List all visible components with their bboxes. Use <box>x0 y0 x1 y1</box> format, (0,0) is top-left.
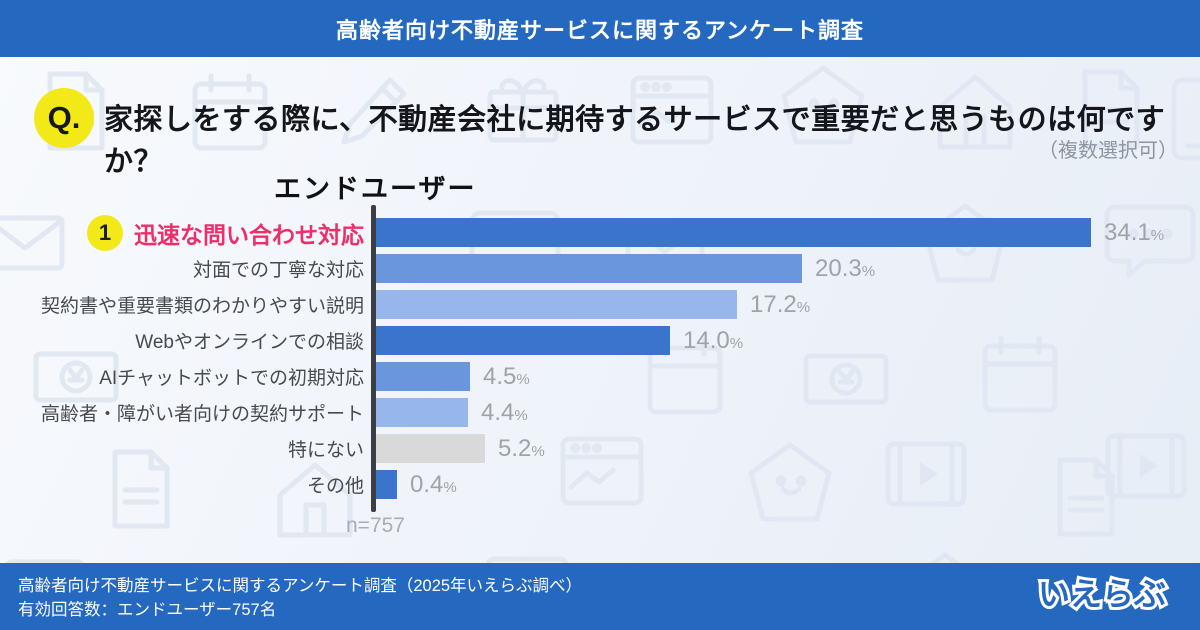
bar <box>376 434 485 463</box>
multiple-choice-note: （複数選択可） <box>1038 140 1178 162</box>
category-label: 迅速な問い合わせ対応 <box>134 221 364 248</box>
value-label: 20.3% <box>815 254 876 282</box>
category-label: Webやオンラインでの相談 <box>135 332 364 353</box>
value-label: 14.0% <box>683 326 744 354</box>
row-bar-cell: 20.3% <box>376 254 875 283</box>
value-label: 0.4% <box>410 470 457 498</box>
row-label-cell: 1 迅速な問い合わせ対応 <box>0 214 364 251</box>
row-label-cell: Webやオンラインでの相談 <box>0 327 364 354</box>
category-label: 高齢者・障がい者向けの契約サポート <box>40 404 364 425</box>
category-label: 対面での丁寧な対応 <box>192 260 364 281</box>
row-label-cell: 高齢者・障がい者向けの契約サポート <box>0 399 364 426</box>
header-banner: 高齢者向け不動産サービスに関するアンケート調査 <box>0 0 1200 57</box>
row-bar-cell: 4.4% <box>376 398 528 427</box>
chart-row: 高齢者・障がい者向けの契約サポート 4.4% <box>0 398 1200 427</box>
value-label: 4.4% <box>481 398 528 426</box>
row-bar-cell: 5.2% <box>376 434 545 463</box>
chart-row: AIチャットボットでの初期対応 4.5% <box>0 362 1200 391</box>
row-label-cell: 契約書や重要書類のわかりやすい説明 <box>0 291 364 318</box>
footer-respondent-count: 有効回答数：エンドユーザー757名 <box>18 600 277 619</box>
bar <box>376 398 468 427</box>
chart-row: 対面での丁寧な対応 20.3% <box>0 254 1200 283</box>
chart-row: その他 0.4% <box>0 470 1200 499</box>
chart-row: Webやオンラインでの相談 14.0% <box>0 326 1200 355</box>
logo-text: いえらぶ <box>1038 576 1166 612</box>
footer-survey-source: 高齢者向け不動産サービスに関するアンケート調査（2025年いえらぶ調べ） <box>18 577 583 595</box>
bar <box>376 470 397 499</box>
chart-row: 1 迅速な問い合わせ対応 34.1% <box>0 214 1200 251</box>
header-title: 高齢者向け不動産サービスに関するアンケート調査 <box>335 17 865 43</box>
chart-row: 特にない 5.2% <box>0 434 1200 463</box>
chart-row: 契約書や重要書類のわかりやすい説明 17.2% <box>0 290 1200 319</box>
bar <box>376 290 737 319</box>
row-bar-cell: 17.2% <box>376 290 810 319</box>
row-bar-cell: 34.1% <box>376 218 1164 247</box>
bar <box>376 326 670 355</box>
chart-title: エンドユーザー <box>274 174 477 204</box>
bar <box>376 218 1091 247</box>
question-badge-label: Q. <box>47 100 81 135</box>
question-text: 家探しをする際に、不動産会社に期待するサービスで重要だと思うものは何ですか？ <box>104 104 1166 178</box>
rank-1-badge: 1 <box>87 214 123 251</box>
row-label-cell: 特にない <box>0 435 364 462</box>
category-label: その他 <box>306 476 364 497</box>
bar-chart: 1 迅速な問い合わせ対応 34.1% 対面での丁寧な対応 20.3% 契約書や重要書類のわ… <box>0 214 1200 506</box>
value-label: 17.2% <box>750 290 811 318</box>
row-bar-cell: 4.5% <box>376 362 530 391</box>
category-label: 特にない <box>287 440 364 461</box>
value-label: 5.2% <box>498 434 545 462</box>
category-label: 契約書や重要書類のわかりやすい説明 <box>40 296 364 317</box>
ielove-logo: いえらぶ <box>1022 569 1182 622</box>
value-label: 34.1% <box>1104 218 1165 246</box>
category-label: AIチャットボットでの初期対応 <box>99 368 364 389</box>
row-bar-cell: 14.0% <box>376 326 743 355</box>
bar <box>376 362 470 391</box>
row-bar-cell: 0.4% <box>376 470 457 499</box>
chart-axis-line <box>371 205 376 512</box>
row-label-cell: その他 <box>0 471 364 498</box>
row-label-cell: AIチャットボットでの初期対応 <box>0 363 364 390</box>
value-label: 4.5% <box>483 362 530 390</box>
bar <box>376 254 802 283</box>
sample-size-label: n=757 <box>346 514 405 537</box>
footer-banner: 高齢者向け不動産サービスに関するアンケート調査（2025年いえらぶ調べ） 有効回… <box>0 563 1200 630</box>
row-label-cell: 対面での丁寧な対応 <box>0 255 364 282</box>
question-badge: Q. <box>34 88 94 148</box>
